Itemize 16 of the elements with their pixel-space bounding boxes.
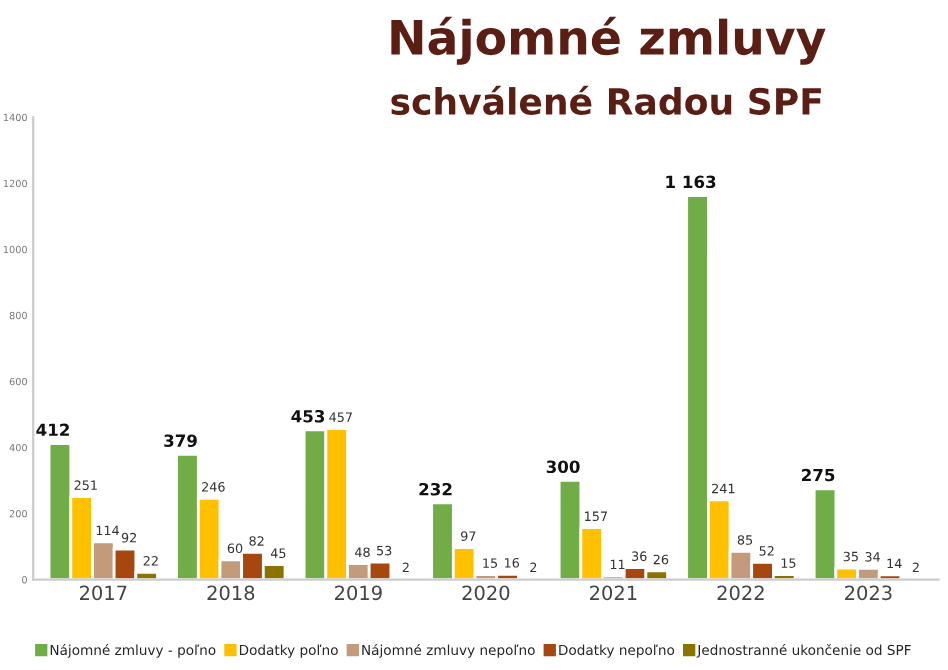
chart-subtitle: schválené Radou SPF — [391, 85, 821, 116]
x-tick-label: 2018 — [207, 585, 255, 601]
data-label: 275 — [802, 468, 835, 482]
data-label: 453 — [291, 409, 325, 423]
data-label: 1 163 — [666, 175, 716, 189]
x-tick-label: 2017 — [79, 585, 127, 601]
data-label: 232 — [419, 482, 452, 496]
x-tick-label: 2019 — [335, 585, 382, 601]
data-label: 300 — [546, 460, 580, 474]
data-label: 379 — [164, 434, 197, 447]
data-label: 412 — [36, 423, 69, 436]
x-tick-label: 2022 — [717, 585, 764, 601]
x-tick-label: 2020 — [462, 585, 510, 601]
x-tick-label: 2021 — [590, 585, 637, 601]
x-tick-label: 2023 — [845, 585, 892, 601]
chart-title: Nájomné zmluvy — [391, 16, 826, 65]
